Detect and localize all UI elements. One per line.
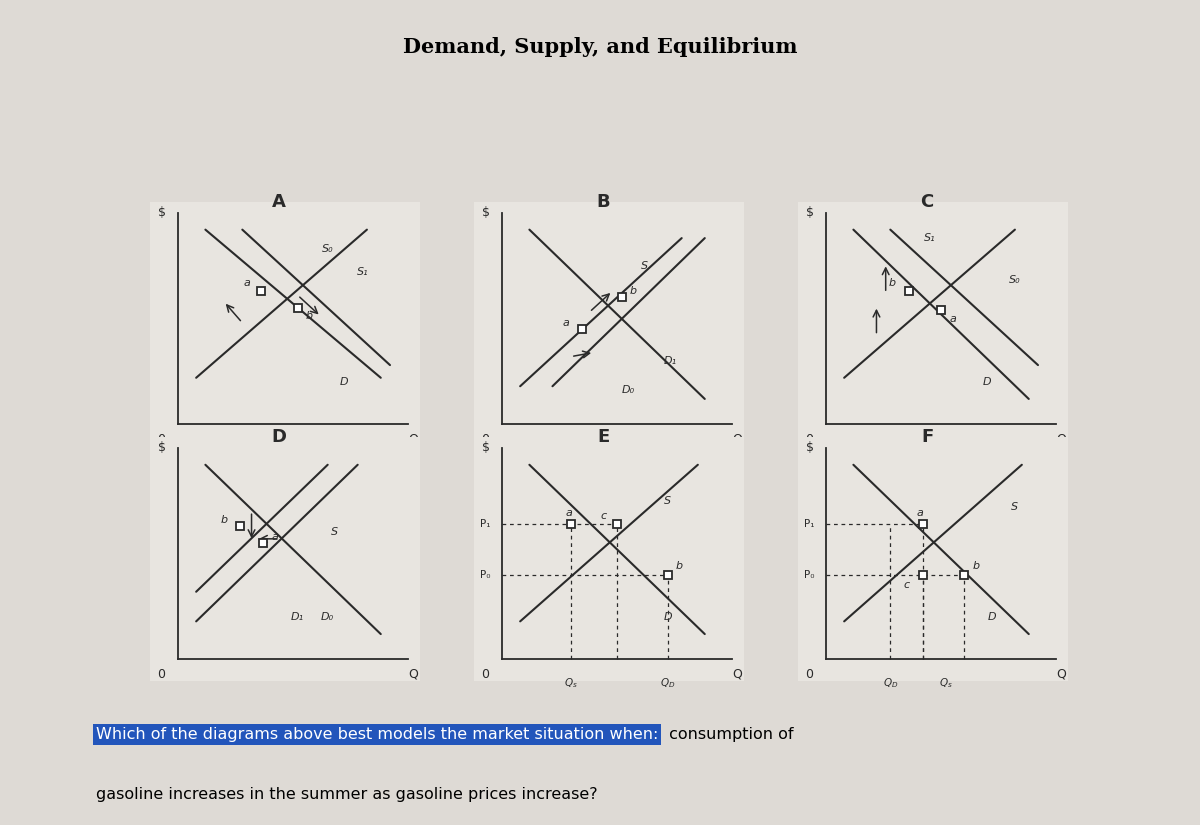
Text: Q: Q bbox=[1056, 432, 1066, 446]
Text: $: $ bbox=[805, 206, 814, 219]
Text: P₀: P₀ bbox=[480, 570, 491, 580]
Text: D: D bbox=[271, 427, 287, 446]
Text: P₁: P₁ bbox=[480, 519, 491, 529]
Text: b: b bbox=[221, 515, 228, 525]
Text: B: B bbox=[596, 192, 610, 210]
Text: a: a bbox=[565, 508, 572, 518]
Text: a: a bbox=[244, 277, 251, 288]
Text: P₁: P₁ bbox=[804, 519, 815, 529]
Text: $: $ bbox=[157, 206, 166, 219]
Text: D: D bbox=[988, 612, 996, 622]
Text: a: a bbox=[271, 532, 278, 542]
Text: S: S bbox=[331, 527, 338, 537]
Text: c: c bbox=[904, 581, 910, 591]
Text: D₁: D₁ bbox=[664, 356, 677, 365]
Text: a: a bbox=[949, 314, 956, 323]
Text: Demand, Supply, and Equilibrium: Demand, Supply, and Equilibrium bbox=[403, 37, 797, 57]
Text: $: $ bbox=[481, 206, 490, 219]
Text: F: F bbox=[922, 427, 934, 446]
Text: 0: 0 bbox=[481, 667, 490, 681]
Text: P₀: P₀ bbox=[804, 570, 815, 580]
Text: c: c bbox=[600, 511, 606, 521]
Text: $: $ bbox=[481, 441, 490, 455]
Text: Q: Q bbox=[732, 667, 742, 681]
Text: consumption of: consumption of bbox=[664, 728, 793, 742]
Text: S₁: S₁ bbox=[924, 233, 935, 243]
Text: S₁: S₁ bbox=[356, 267, 368, 277]
Text: D: D bbox=[340, 377, 348, 387]
Text: D₁: D₁ bbox=[292, 612, 305, 622]
Text: Q: Q bbox=[408, 667, 418, 681]
Text: Q: Q bbox=[732, 432, 742, 446]
Text: $: $ bbox=[157, 441, 166, 455]
Text: E: E bbox=[598, 427, 610, 446]
Text: Which of the diagrams above best models the market situation when:: Which of the diagrams above best models … bbox=[96, 728, 659, 742]
Text: 0: 0 bbox=[805, 432, 814, 446]
Text: D₀: D₀ bbox=[622, 385, 635, 395]
Text: 0: 0 bbox=[805, 667, 814, 681]
Text: A: A bbox=[272, 192, 286, 210]
Text: b: b bbox=[889, 277, 896, 288]
Text: b: b bbox=[676, 561, 683, 572]
Text: $Q_D$: $Q_D$ bbox=[660, 676, 676, 691]
Text: a: a bbox=[917, 508, 924, 518]
Text: S₀: S₀ bbox=[322, 243, 334, 253]
Text: C: C bbox=[920, 192, 934, 210]
Text: $Q_s$: $Q_s$ bbox=[564, 676, 578, 691]
Text: gasoline increases in the summer as gasoline prices increase?: gasoline increases in the summer as gaso… bbox=[96, 787, 598, 802]
Text: b: b bbox=[306, 311, 313, 322]
Text: S₀: S₀ bbox=[1009, 276, 1021, 285]
Text: Q: Q bbox=[1056, 667, 1066, 681]
Text: S: S bbox=[665, 496, 672, 506]
Text: 0: 0 bbox=[157, 432, 166, 446]
Text: $Q_D$: $Q_D$ bbox=[883, 676, 898, 691]
Text: D: D bbox=[664, 612, 672, 622]
Text: S: S bbox=[1012, 502, 1019, 512]
Text: S: S bbox=[641, 261, 648, 271]
Text: $: $ bbox=[805, 441, 814, 455]
Text: b: b bbox=[972, 561, 979, 572]
Text: b: b bbox=[630, 286, 637, 296]
Text: Q: Q bbox=[408, 432, 418, 446]
Text: 0: 0 bbox=[157, 667, 166, 681]
Text: a: a bbox=[563, 318, 570, 328]
Text: D: D bbox=[983, 377, 991, 387]
Text: $Q_s$: $Q_s$ bbox=[938, 676, 953, 691]
Text: 0: 0 bbox=[481, 432, 490, 446]
Text: D₀: D₀ bbox=[322, 612, 335, 622]
